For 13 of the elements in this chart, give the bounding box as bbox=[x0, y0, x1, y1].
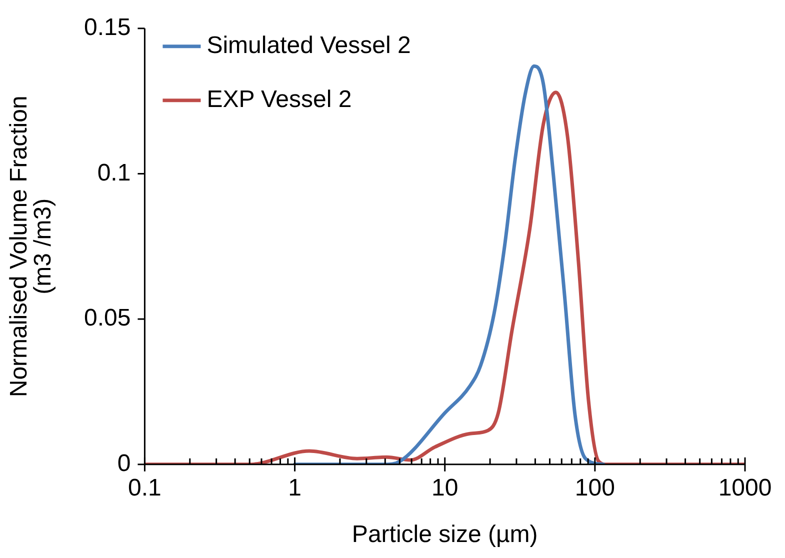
y-tick-label: 0 bbox=[117, 450, 131, 478]
x-tick-label: 1000 bbox=[718, 474, 772, 502]
x-tick-label: 0.1 bbox=[128, 474, 162, 502]
x-tick-label: 10 bbox=[432, 474, 458, 502]
x-tick-label: 100 bbox=[574, 474, 615, 502]
y-tick-label: 0.05 bbox=[84, 304, 131, 332]
x-axis-title: Particle size (µm) bbox=[352, 521, 538, 548]
y-tick-label: 0.15 bbox=[84, 14, 131, 42]
legend-label: Simulated Vessel 2 bbox=[206, 32, 411, 60]
y-tick-label: 0.1 bbox=[97, 159, 131, 186]
legend-label: EXP Vessel 2 bbox=[206, 86, 352, 114]
y-axis-title: Normalised Volume Fraction (m3 /m3) bbox=[6, 96, 57, 398]
x-tick-label: 1 bbox=[288, 474, 302, 502]
